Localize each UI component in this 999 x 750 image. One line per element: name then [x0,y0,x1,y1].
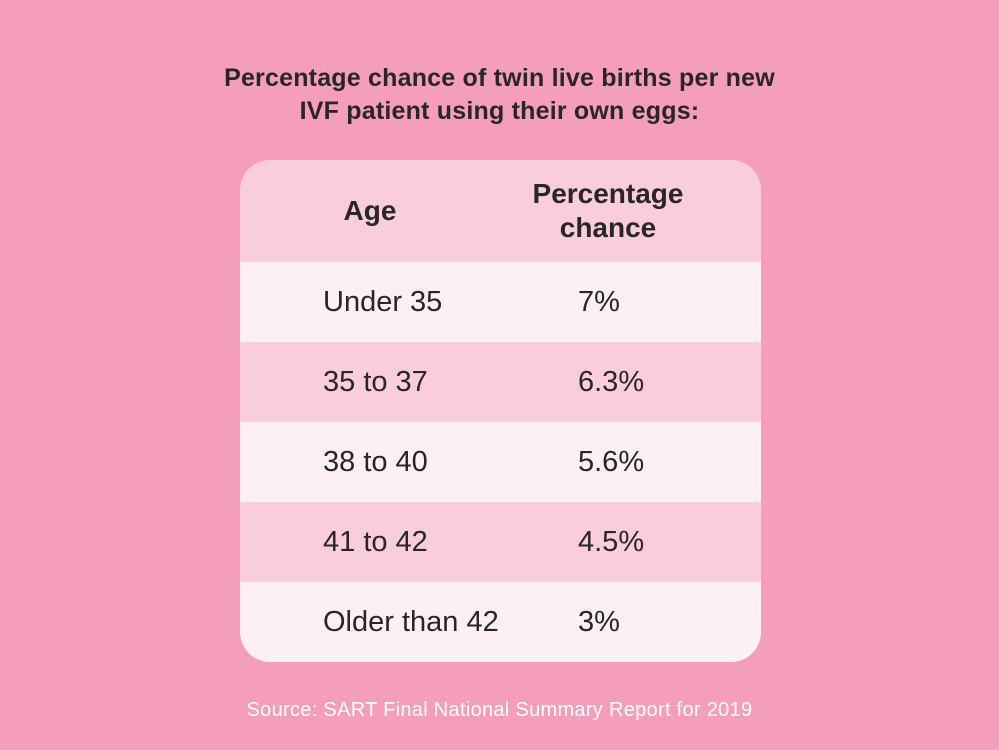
table-row: Older than 42 3% [240,582,761,662]
chance-cell: 4.5% [578,525,645,558]
table-row: 35 to 37 6.3% [240,342,761,422]
column-header-percentage-chance-label: Percentage chance [532,178,684,243]
table-row: 38 to 40 5.6% [240,422,761,502]
data-table: Age Percentage chance Under 35 7% 35 to … [240,160,761,662]
table-header-row: Age Percentage chance [240,160,761,262]
age-cell: Older than 42 [323,605,499,638]
age-cell: Under 35 [323,285,443,318]
page-title: Percentage chance of twin live births pe… [0,62,999,128]
chance-cell: 6.3% [578,365,645,398]
source-citation: Source: SART Final National Summary Repo… [246,699,753,721]
age-cell: 41 to 42 [323,525,428,558]
table-row: 41 to 42 4.5% [240,502,761,582]
chance-cell: 7% [578,285,620,318]
column-header-percentage-chance: Percentage chance [500,160,761,262]
age-cell: 35 to 37 [323,365,428,398]
title-line-2: IVF patient using their own eggs: [299,97,700,125]
title-line-1: Percentage chance of twin live births pe… [224,64,775,92]
age-cell: 38 to 40 [323,445,428,478]
column-header-age: Age [343,195,397,226]
table-row: Under 35 7% [240,262,761,342]
chance-cell: 5.6% [578,445,645,478]
chance-cell: 3% [578,605,620,638]
